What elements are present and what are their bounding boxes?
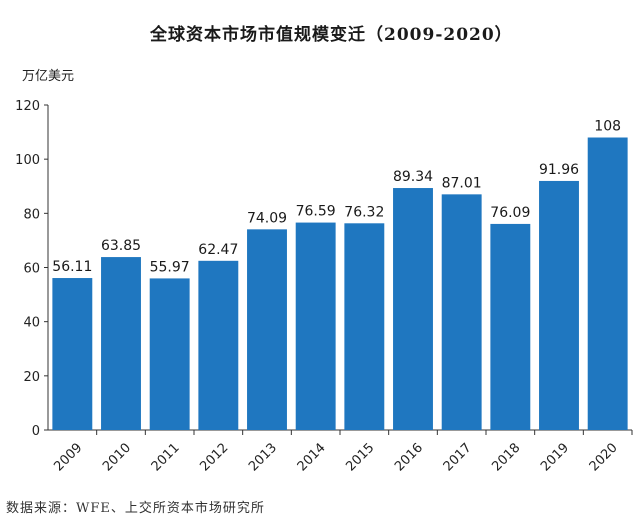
bar (539, 180, 579, 430)
bar (490, 223, 531, 430)
bar-value-label: 56.11 (52, 259, 92, 275)
x-tick-label: 2013 (246, 440, 280, 474)
x-tick-label: 2019 (538, 440, 572, 474)
bar (441, 194, 482, 430)
bar-value-label: 89.34 (393, 169, 433, 185)
y-tick-label: 0 (32, 424, 40, 439)
x-tick-label: 2018 (489, 440, 523, 474)
bar (587, 137, 628, 430)
y-tick-label: 100 (15, 153, 40, 168)
x-tick-label: 2012 (197, 440, 231, 474)
bar (149, 278, 190, 430)
bar-value-label: 76.59 (296, 204, 336, 220)
y-tick-label: 80 (23, 207, 40, 222)
bar (198, 260, 239, 430)
bar (101, 257, 141, 430)
bar-value-label: 76.09 (490, 205, 530, 221)
x-tick-label: 2016 (392, 440, 426, 474)
y-tick-label: 40 (23, 316, 40, 331)
bar (295, 222, 336, 430)
bar-value-label: 91.96 (539, 162, 579, 178)
x-tick-label: 2014 (295, 440, 329, 474)
bar (344, 223, 385, 430)
bar-value-label: 55.97 (150, 259, 190, 275)
x-tick-label: 2017 (441, 440, 475, 474)
y-tick-label: 20 (23, 370, 40, 385)
bar-value-label: 63.85 (101, 238, 141, 254)
x-tick-label: 2011 (149, 440, 183, 474)
source-note: 数据来源：WFE、上交所资本市场研究所 (6, 501, 265, 516)
bar (393, 188, 433, 430)
bar-value-label: 108 (594, 119, 621, 135)
y-axis-unit-label: 万亿美元 (22, 69, 75, 84)
x-tick-label: 2010 (100, 440, 134, 474)
bar-value-label: 62.47 (198, 242, 238, 258)
bar-value-label: 76.32 (344, 204, 384, 220)
bar (52, 278, 93, 430)
bar (247, 229, 287, 430)
bar-value-label: 87.01 (442, 175, 482, 191)
x-tick-label: 2015 (343, 440, 377, 474)
chart-title: 全球资本市场市值规模变迁（2009-2020） (150, 25, 513, 45)
y-tick-label: 120 (15, 99, 40, 114)
x-tick-label: 2009 (51, 440, 85, 474)
bar-value-label: 74.09 (247, 210, 287, 226)
y-tick-label: 60 (23, 262, 40, 277)
x-tick-label: 2020 (587, 440, 621, 474)
